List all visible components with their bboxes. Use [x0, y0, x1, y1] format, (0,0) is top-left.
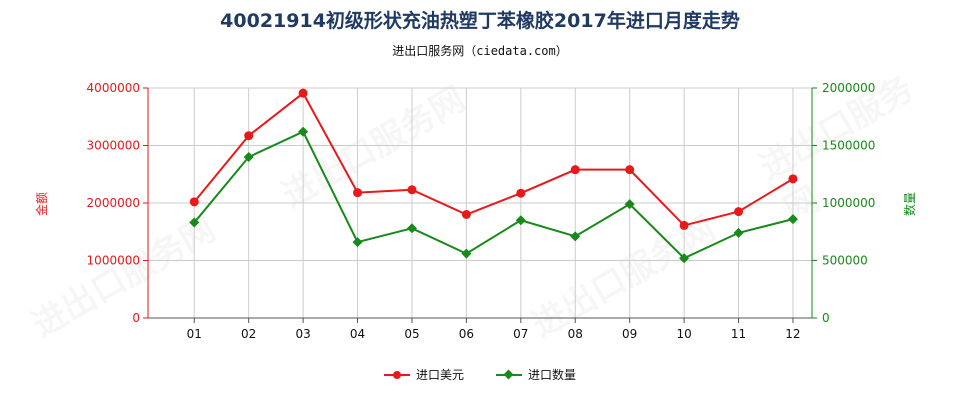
legend-item-quantity[interactable]: 进口数量 [496, 366, 576, 383]
grid [148, 87, 812, 319]
data-point-quantity [406, 223, 417, 234]
x-tick-label: 09 [622, 327, 637, 341]
y-left-axis-label: 金额 [34, 192, 49, 216]
chart-subtitle: 进出口服务网（ciedata.com） [392, 44, 568, 58]
data-point-amount [353, 188, 363, 198]
y-right-tick-label: 1500000 [822, 139, 875, 153]
data-point-quantity [679, 253, 690, 264]
legend: 进口美元 进口数量 [0, 366, 960, 383]
data-point-quantity [298, 126, 309, 137]
chart-title: 40021914初级形状充油热塑丁苯橡胶2017年进口月度走势 [220, 10, 740, 32]
x-tick-label: 06 [459, 327, 474, 341]
series-layer [189, 88, 798, 264]
x-tick-label: 01 [187, 327, 202, 341]
data-point-amount [189, 197, 199, 207]
data-point-quantity [624, 199, 635, 210]
legend-swatch-quantity [496, 369, 522, 381]
y-left-tick-label: 3000000 [87, 139, 140, 153]
series-line-1 [193, 130, 794, 260]
data-point-amount [570, 165, 580, 175]
y-left-tick-label: 4000000 [87, 81, 140, 95]
x-tick-label: 03 [295, 327, 310, 341]
y-right-tick-label: 1000000 [822, 196, 875, 210]
data-point-quantity [189, 217, 200, 228]
legend-swatch-amount [383, 369, 410, 381]
data-point-quantity [570, 231, 581, 242]
y-right-tick-label: 2000000 [822, 81, 875, 95]
y-left-tick-label: 0 [132, 311, 140, 325]
x-tick-label: 07 [513, 327, 528, 341]
data-point-quantity [352, 237, 363, 248]
x-tick-label: 12 [785, 327, 800, 341]
data-point-quantity [733, 227, 744, 238]
data-point-amount [244, 131, 254, 141]
x-tick-label: 02 [241, 327, 256, 341]
data-point-amount [625, 165, 635, 175]
data-point-amount [407, 185, 417, 195]
axes: 0 1000000 2000000 3000000 4000000 金额 0 500000 10… [34, 81, 917, 341]
data-point-amount [461, 210, 471, 219]
x-tick-label: 04 [350, 327, 365, 341]
series-line-0 [193, 91, 794, 227]
data-point-amount [516, 188, 526, 198]
data-point-quantity [787, 214, 798, 225]
legend-label-quantity: 进口数量 [528, 368, 577, 382]
x-tick-label: 05 [404, 327, 419, 341]
data-point-quantity [461, 248, 472, 259]
data-point-amount [734, 207, 744, 217]
data-point-amount [788, 174, 798, 184]
x-tick-label: 10 [676, 327, 691, 341]
x-tick-label: 08 [568, 327, 583, 341]
data-point-amount [298, 88, 308, 98]
data-point-quantity [243, 152, 254, 162]
y-right-tick-label: 500000 [822, 254, 868, 268]
legend-label-amount: 进口美元 [415, 368, 464, 382]
legend-item-amount[interactable]: 进口美元 [383, 366, 464, 383]
y-left-tick-label: 1000000 [87, 254, 140, 268]
data-point-quantity [515, 215, 526, 226]
y-left-tick-label: 2000000 [87, 196, 140, 210]
x-tick-label: 11 [731, 327, 746, 341]
y-right-tick-label: 0 [822, 311, 830, 325]
y-right-axis-label: 数量 [902, 192, 917, 216]
data-point-amount [679, 220, 689, 230]
